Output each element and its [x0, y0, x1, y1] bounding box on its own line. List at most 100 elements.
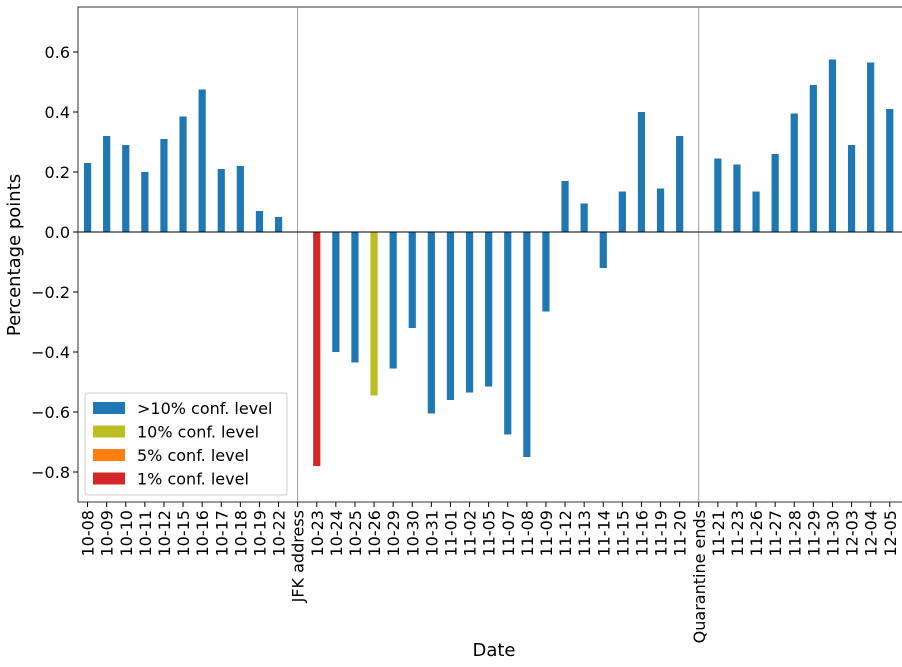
bar: [236, 166, 244, 232]
x-tick-label: 10-17: [212, 510, 231, 557]
x-tick-label: 11-09: [537, 510, 556, 557]
x-tick-label: 11-20: [671, 510, 690, 557]
bar: [847, 145, 856, 232]
x-tick-label: 12-06: [900, 510, 902, 557]
y-tick-label: −0.6: [31, 403, 70, 422]
x-tick-label: JFK address: [289, 510, 308, 603]
x-tick-label: 11-26: [747, 510, 766, 557]
bar: [561, 181, 569, 232]
bar: [580, 203, 588, 232]
bar: [313, 232, 321, 466]
legend-swatch: [93, 449, 125, 461]
x-tick-label: 11-12: [556, 510, 575, 557]
y-tick-label: −0.8: [31, 463, 70, 482]
x-tick-label: 11-13: [575, 510, 594, 557]
bar: [446, 232, 455, 400]
x-tick-label: 10-18: [231, 510, 250, 557]
x-tick-label: 10-19: [250, 510, 269, 557]
legend-label: 10% conf. level: [137, 423, 259, 442]
x-tick-label: 12-03: [843, 510, 862, 557]
x-tick-label: 10-09: [98, 510, 117, 557]
bar: [886, 109, 894, 232]
bar: [790, 113, 798, 232]
legend-swatch: [93, 425, 125, 438]
bar: [255, 211, 264, 232]
x-tick-label: 10-31: [422, 510, 441, 557]
x-tick-label: 10-22: [270, 510, 289, 557]
bar: [637, 112, 646, 232]
bar: [485, 232, 493, 387]
x-tick-label: 11-15: [613, 510, 632, 557]
x-tick-label: 11-29: [804, 510, 823, 557]
x-tick-label: 11-28: [785, 510, 804, 557]
x-tick-label: 10-15: [174, 510, 193, 557]
x-tick-label: 10-08: [79, 510, 98, 557]
bar: [179, 116, 187, 232]
x-tick-label: 11-21: [709, 510, 728, 557]
y-tick-label: 0.2: [45, 163, 70, 182]
y-tick-label: −0.4: [31, 343, 70, 362]
x-tick-label: 11-01: [441, 510, 460, 557]
bar: [122, 145, 130, 232]
x-tick-label: 10-25: [346, 510, 365, 557]
bar: [676, 136, 684, 232]
bar: [274, 217, 283, 232]
x-tick-label: 12-05: [881, 510, 900, 557]
legend-label: 5% conf. level: [137, 446, 249, 465]
x-tick-label: 12-04: [862, 510, 881, 557]
bar: [217, 169, 225, 232]
bar: [752, 191, 760, 232]
y-tick-label: 0.4: [45, 103, 70, 122]
bar: [618, 191, 626, 232]
legend-swatch: [93, 472, 125, 485]
bar: [714, 158, 722, 232]
bar: [389, 232, 397, 369]
bar: [771, 154, 779, 232]
y-tick-label: −0.2: [31, 283, 70, 302]
legend-label: 1% conf. level: [137, 470, 249, 489]
bar: [427, 232, 435, 414]
x-tick-label: 10-26: [365, 510, 384, 557]
x-tick-label: 11-23: [728, 510, 747, 557]
x-tick-label: 11-05: [480, 510, 499, 556]
x-tick-label: 11-16: [632, 510, 651, 557]
x-tick-label: 11-14: [594, 510, 613, 557]
x-tick-label: 10-16: [193, 510, 212, 557]
bar: [733, 164, 741, 232]
bar: [809, 85, 817, 232]
bar: [542, 232, 550, 312]
bar: [828, 59, 837, 232]
bar: [160, 139, 168, 232]
x-tick-label: 11-08: [518, 510, 537, 557]
bar: [198, 89, 206, 232]
x-tick-label: 11-30: [823, 510, 842, 557]
plot-frame: [77, 6, 902, 503]
bar: [504, 232, 512, 435]
bar: [103, 136, 111, 232]
legend-swatch: [93, 402, 125, 414]
x-tick-label: 10-12: [155, 510, 174, 557]
x-tick-label: 10-30: [403, 510, 422, 557]
legend-label: >10% conf. level: [137, 399, 272, 418]
bar: [351, 232, 359, 363]
bar: [408, 232, 416, 328]
x-tick-label: 11-02: [461, 510, 480, 557]
x-tick-label: 10-11: [136, 510, 155, 557]
x-tick-label: 11-19: [652, 510, 671, 557]
bar: [141, 172, 149, 232]
bar: [465, 232, 474, 393]
bar: [599, 232, 607, 268]
bar: [370, 232, 378, 396]
y-tick-label: 0.0: [45, 223, 70, 242]
bar: [867, 62, 875, 232]
bar: [523, 232, 531, 457]
bar: [656, 188, 665, 232]
x-tick-label: 10-23: [308, 510, 327, 557]
x-tick-label: 11-27: [766, 510, 785, 557]
x-tick-label: 10-29: [384, 510, 403, 557]
x-tick-label: Quarantine ends: [690, 510, 709, 643]
x-tick-label: 10-24: [327, 510, 346, 557]
bar: [83, 163, 92, 232]
x-tick-label: 10-10: [117, 510, 136, 557]
